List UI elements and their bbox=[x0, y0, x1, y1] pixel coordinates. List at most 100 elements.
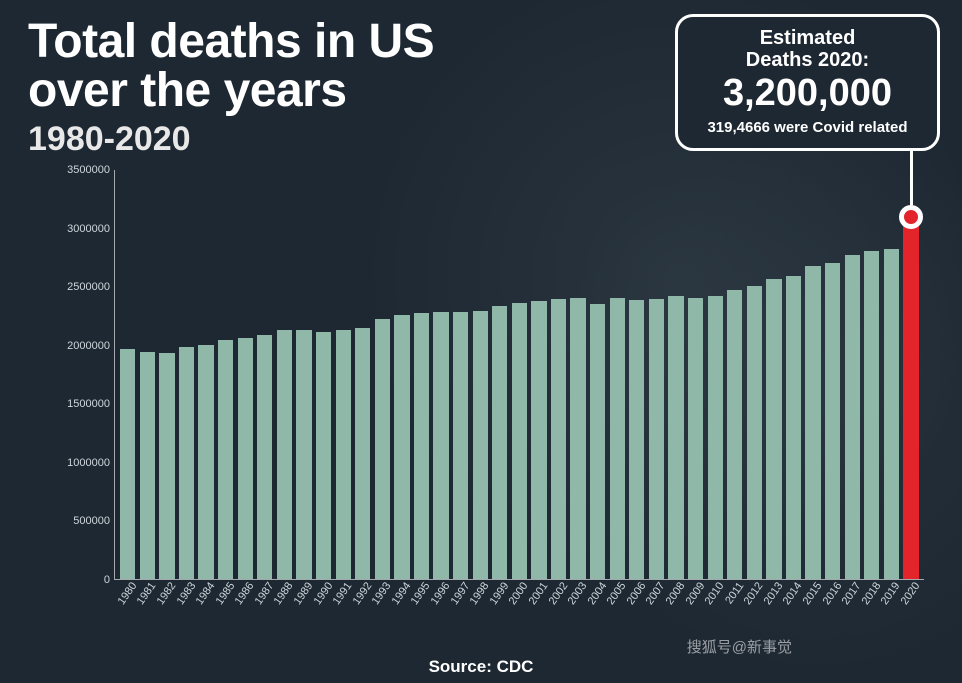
x-tick-label: 2011 bbox=[723, 580, 746, 606]
bar bbox=[120, 349, 135, 579]
bar bbox=[668, 296, 683, 579]
y-tick-label: 500000 bbox=[52, 515, 110, 527]
bar bbox=[257, 335, 272, 579]
bar bbox=[570, 298, 585, 579]
bar bbox=[414, 313, 429, 579]
bar-slot: 1991 bbox=[333, 330, 353, 580]
chart: 1980198119821983198419851986198719881989… bbox=[52, 170, 932, 610]
callout-box: Estimated Deaths 2020: 3,200,000 319,466… bbox=[675, 14, 940, 151]
x-tick-label: 2004 bbox=[585, 580, 609, 607]
x-tick-label: 2012 bbox=[742, 580, 766, 607]
title-subtitle: 1980-2020 bbox=[28, 120, 434, 159]
bar bbox=[316, 332, 331, 579]
title-block: Total deaths in US over the years 1980-2… bbox=[28, 18, 434, 159]
bar-slot: 2008 bbox=[666, 296, 686, 579]
y-tick-label: 0 bbox=[52, 574, 110, 586]
bar-slot: 1997 bbox=[451, 312, 471, 579]
bar bbox=[277, 330, 292, 580]
bar bbox=[747, 286, 762, 579]
x-tick-label: 1985 bbox=[213, 580, 237, 607]
x-tick-label: 1999 bbox=[487, 580, 511, 607]
bar-slot: 2019 bbox=[882, 249, 902, 579]
bar-slot: 2010 bbox=[705, 296, 725, 579]
callout-pointer-line bbox=[910, 149, 913, 205]
x-tick-label: 1998 bbox=[468, 580, 492, 607]
bar bbox=[375, 319, 390, 579]
x-tick-label: 2014 bbox=[781, 580, 805, 607]
bar bbox=[218, 340, 233, 579]
plot-area: 1980198119821983198419851986198719881989… bbox=[114, 170, 924, 580]
x-tick-label: 2007 bbox=[644, 580, 668, 607]
bar bbox=[355, 328, 370, 579]
bar-slot: 2014 bbox=[784, 276, 804, 579]
bar bbox=[805, 266, 820, 579]
bar-slot: 1983 bbox=[177, 347, 197, 579]
x-tick-label: 1991 bbox=[331, 580, 355, 607]
bar-slot: 2012 bbox=[745, 286, 765, 579]
x-tick-label: 1987 bbox=[252, 580, 276, 607]
bar bbox=[433, 312, 448, 579]
x-tick-label: 1981 bbox=[135, 580, 159, 607]
x-tick-label: 1980 bbox=[115, 580, 139, 607]
bar-slot: 2013 bbox=[764, 279, 784, 579]
bar-slot: 2005 bbox=[607, 298, 627, 579]
bar-slot: 1985 bbox=[216, 340, 236, 579]
x-tick-label: 2016 bbox=[820, 580, 844, 607]
bar-highlight bbox=[903, 216, 918, 579]
bar-slot: 2007 bbox=[647, 299, 667, 579]
x-tick-label: 1982 bbox=[155, 580, 179, 607]
callout-big-number: 3,200,000 bbox=[690, 73, 925, 115]
bar bbox=[473, 311, 488, 579]
bar bbox=[629, 300, 644, 579]
x-tick-label: 1986 bbox=[233, 580, 257, 607]
bar bbox=[845, 255, 860, 579]
y-tick-label: 3500000 bbox=[52, 164, 110, 176]
bar-slot: 2004 bbox=[588, 304, 608, 579]
bar bbox=[708, 296, 723, 579]
x-tick-label: 1984 bbox=[194, 580, 218, 607]
bar-slot: 1982 bbox=[157, 353, 177, 579]
bar bbox=[688, 298, 703, 579]
x-tick-label: 2017 bbox=[840, 580, 864, 607]
bar bbox=[766, 279, 781, 579]
x-tick-label: 1990 bbox=[311, 580, 335, 607]
bar-slot: 1999 bbox=[490, 306, 510, 579]
x-tick-label: 2010 bbox=[703, 580, 727, 607]
bar bbox=[179, 347, 194, 579]
bar-slot: 2001 bbox=[529, 301, 549, 579]
bar-slot: 2016 bbox=[823, 263, 843, 579]
bar-slot: 1998 bbox=[470, 311, 490, 579]
bar-slot: 2000 bbox=[510, 303, 530, 579]
x-tick-label: 2003 bbox=[566, 580, 590, 607]
callout-line-2: Deaths 2020: bbox=[690, 49, 925, 71]
callout-line-1: Estimated bbox=[690, 27, 925, 49]
bar bbox=[238, 338, 253, 579]
bar-slot: 1986 bbox=[235, 338, 255, 579]
bar bbox=[336, 330, 351, 580]
bar bbox=[864, 251, 879, 579]
callout-ring-icon bbox=[899, 205, 923, 229]
bar bbox=[531, 301, 546, 579]
x-tick-label: 1992 bbox=[350, 580, 374, 607]
callout-footnote: 319,4666 were Covid related bbox=[690, 119, 925, 136]
bar-slot: 2009 bbox=[686, 298, 706, 579]
bar bbox=[727, 290, 742, 579]
bar-slot: 1984 bbox=[196, 345, 216, 579]
bar-slot: 1990 bbox=[314, 332, 334, 579]
bar bbox=[786, 276, 801, 579]
bar bbox=[884, 249, 899, 579]
x-tick-label: 1983 bbox=[174, 580, 198, 607]
x-tick-label: 2020 bbox=[899, 580, 923, 607]
watermark-text: 搜狐号@新事觉 bbox=[687, 636, 792, 657]
y-tick-label: 1000000 bbox=[52, 457, 110, 469]
bar bbox=[590, 304, 605, 579]
x-tick-label: 2019 bbox=[879, 580, 903, 607]
bar bbox=[492, 306, 507, 579]
x-tick-label: 2002 bbox=[546, 580, 570, 607]
bar bbox=[610, 298, 625, 579]
bar-slot: 2002 bbox=[549, 299, 569, 579]
y-tick-label: 1500000 bbox=[52, 398, 110, 410]
bar-slot: 2003 bbox=[568, 298, 588, 579]
x-tick-label: 2000 bbox=[507, 580, 531, 607]
bar bbox=[825, 263, 840, 579]
